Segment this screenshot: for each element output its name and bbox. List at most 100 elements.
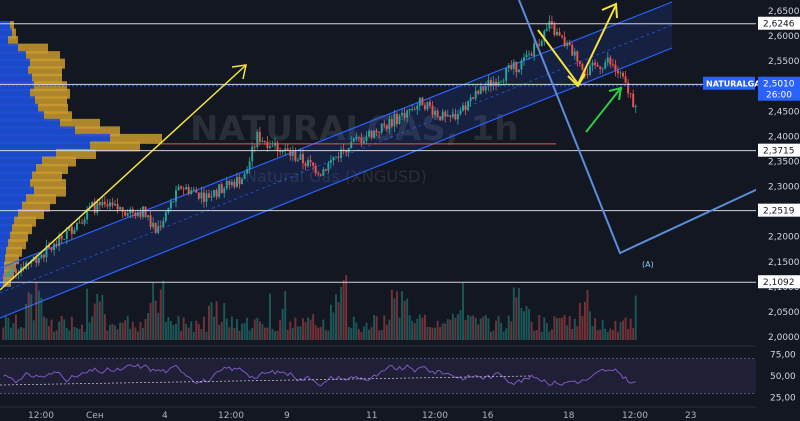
- candle-body: [202, 192, 205, 202]
- volume-bar: [182, 317, 185, 340]
- candle-body: [568, 42, 571, 46]
- candle-body: [388, 119, 391, 129]
- time-axis[interactable]: 12:00 Сен 4 12:00 9 11 12:00 16 18 12:00 23: [0, 406, 756, 421]
- candle-body: [573, 51, 576, 56]
- volume-profile-bar: [0, 66, 28, 77]
- horizontal-levels: [0, 23, 756, 283]
- volume-bar: [505, 328, 508, 340]
- candle-body: [469, 97, 472, 102]
- volume-bar: [172, 325, 175, 340]
- volume-bar: [40, 298, 43, 340]
- volume-bar: [284, 291, 287, 340]
- volume-bar: [337, 302, 340, 340]
- candle-body: [147, 215, 150, 218]
- volume-bar: [589, 311, 591, 340]
- volume-profile-bar-value: [32, 73, 62, 84]
- volume-bar: [484, 315, 487, 340]
- volume-bar: [208, 305, 210, 340]
- rsi-line: [3, 363, 636, 387]
- candle-body: [556, 31, 558, 36]
- rsi-tick: 50,00: [770, 372, 796, 382]
- candle-body: [629, 93, 632, 94]
- volume-bar: [456, 314, 459, 340]
- volume-bar: [477, 324, 480, 340]
- time-tick: 12:00: [622, 411, 648, 421]
- candle-body: [495, 81, 497, 86]
- price-tick: 2,6000: [768, 32, 800, 42]
- volume-profile-bar-value: [34, 186, 66, 197]
- volume-profile-bar: [0, 141, 90, 152]
- volume-profile-bar-value: [110, 133, 162, 144]
- candle-body: [632, 93, 635, 108]
- candle-body: [355, 137, 358, 139]
- volume-profile-bar: [0, 96, 35, 107]
- candle-body: [96, 202, 99, 213]
- volume-bar: [421, 317, 424, 340]
- volume-bar: [418, 314, 421, 340]
- candle-body: [594, 62, 597, 65]
- candle-body: [294, 151, 297, 161]
- volume-bar: [294, 317, 297, 340]
- volume-bar: [581, 316, 584, 340]
- volume-bar: [322, 319, 325, 340]
- candle-body: [121, 207, 124, 212]
- time-tick: 12:00: [422, 411, 448, 421]
- volume-bar: [22, 327, 25, 340]
- candle-body: [190, 190, 193, 194]
- candle-body: [91, 201, 94, 207]
- volume-bar: [230, 316, 233, 340]
- candle-body: [390, 119, 393, 127]
- candle-body: [319, 174, 322, 176]
- candle-body: [502, 80, 505, 82]
- candle-body: [378, 132, 381, 133]
- price-tick: 2,6500: [768, 7, 800, 17]
- volume-profile-bar: [0, 21, 10, 32]
- volume-profile-bar-value: [4, 261, 16, 272]
- volume-bar: [520, 308, 523, 340]
- volume-bar: [429, 326, 431, 340]
- volume-bar: [335, 294, 337, 340]
- candle-body: [543, 30, 546, 41]
- symbol-label-box: [703, 76, 755, 90]
- candle-body: [192, 189, 195, 191]
- candle-body: [507, 65, 510, 69]
- candle-body: [576, 51, 579, 62]
- level-label-box: [758, 203, 800, 217]
- level-label: 2,2519: [763, 207, 795, 217]
- candle-body: [50, 247, 53, 251]
- candle-body: [512, 61, 515, 70]
- volume-bar: [403, 300, 406, 340]
- candle-body: [375, 130, 378, 133]
- candle-body: [431, 105, 434, 115]
- candle-body: [314, 165, 317, 174]
- volume-bar: [472, 315, 475, 340]
- volume-bar: [340, 286, 343, 340]
- candle-body: [622, 72, 624, 77]
- candle-body: [616, 70, 619, 74]
- candle-body: [540, 40, 543, 46]
- candle-body: [75, 222, 78, 230]
- candle-body: [416, 105, 419, 110]
- volume-bar: [258, 321, 261, 340]
- volume-profile-bar: [0, 156, 42, 167]
- candle-body: [619, 72, 622, 74]
- volume-profile-bar-value: [22, 201, 50, 212]
- level-label-box: [758, 143, 800, 157]
- volume-bar: [525, 306, 528, 340]
- volume-bar: [78, 329, 81, 340]
- volume-bar: [467, 314, 470, 340]
- candle-body: [182, 188, 185, 190]
- candle-body: [83, 219, 86, 224]
- candle-body: [210, 196, 213, 198]
- volume-bar: [279, 319, 282, 340]
- volume-bar: [42, 316, 45, 340]
- candle-body: [269, 146, 271, 148]
- volume-bar: [365, 322, 368, 340]
- candle-body: [284, 148, 287, 151]
- volume-profile-bar: [0, 28, 12, 39]
- candle-body: [144, 206, 147, 218]
- volume-bar: [571, 328, 574, 340]
- candle-body: [408, 109, 411, 111]
